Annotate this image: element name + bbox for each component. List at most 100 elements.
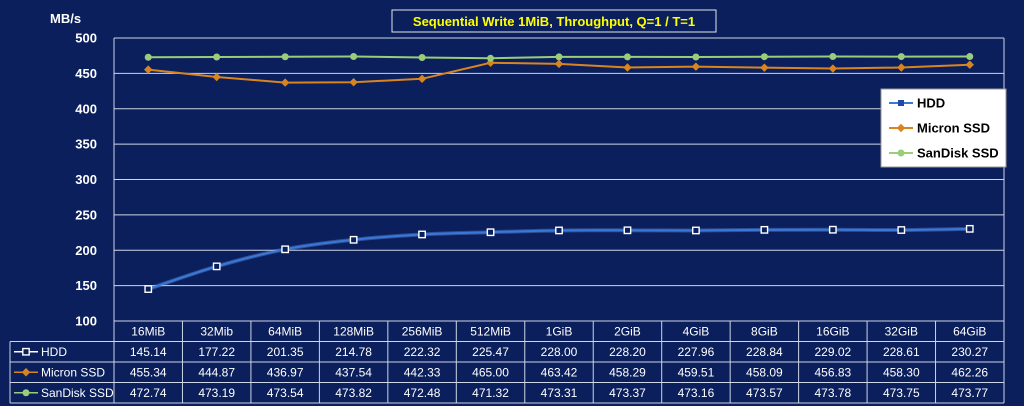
x-tick-label: 64MiB	[268, 325, 302, 339]
legend: HDD Micron SSD SanDisk SSD	[880, 88, 1007, 168]
x-tick-label: 64GiB	[953, 325, 986, 339]
table-row-label: Micron SSD	[41, 366, 105, 380]
data-point-sandisk-ssd	[623, 53, 631, 61]
table-cell-value: 458.29	[609, 366, 646, 380]
x-tick-label: 32Mib	[200, 325, 233, 339]
data-point-sandisk-ssd	[213, 53, 221, 61]
table-cell-value: 230.27	[951, 345, 988, 359]
x-tick-label: 4GiB	[683, 325, 710, 339]
data-point-micron-ssd	[349, 77, 358, 87]
data-point-sandisk-ssd	[897, 53, 905, 61]
y-tick-label: 350	[75, 137, 97, 152]
data-point-sandisk-ssd	[829, 53, 837, 61]
y-tick-label: 100	[75, 314, 97, 329]
table-cell-value: 465.00	[472, 366, 509, 380]
series-line-hdd	[147, 227, 970, 291]
table-cell-value: 436.97	[267, 366, 304, 380]
table-cell-value: 225.47	[472, 345, 509, 359]
table-cell-value: 228.00	[541, 345, 578, 359]
chart-title: Sequential Write 1MiB, Throughput, Q=1 /…	[413, 14, 695, 29]
table-cell-value: 229.02	[814, 345, 851, 359]
legend-marker-sandisk-ssd	[897, 149, 905, 157]
table-cell-value: 228.61	[883, 345, 920, 359]
data-point-sandisk-ssd	[487, 54, 495, 62]
table-cell-value: 471.32	[472, 386, 509, 400]
x-tick-label: 1GiB	[546, 325, 573, 339]
data-point-micron-ssd	[828, 64, 838, 73]
data-point-sandisk-ssd	[966, 53, 974, 61]
data-table: 16MiB 32Mib 64MiB 128MiB 256MiB 512MiB 1GiB 2Gi…	[9, 38, 1005, 404]
data-point-sandisk-ssd	[350, 53, 358, 61]
table-cell-value: 473.16	[678, 386, 715, 400]
table-row-label: HDD	[41, 345, 67, 359]
data-point-hdd	[828, 225, 837, 234]
table-row-label: SanDisk SSD	[41, 386, 114, 400]
legend-label-sandisk-ssd: SanDisk SSD	[917, 146, 999, 161]
y-tick-label: 200	[75, 243, 97, 258]
data-point-hdd	[349, 235, 358, 244]
data-point-hdd	[486, 228, 495, 237]
data-point-hdd	[144, 285, 153, 293]
row-key-marker	[21, 368, 31, 377]
row-key-marker	[22, 347, 30, 356]
series-hdd	[144, 224, 974, 293]
table-cell-value: 228.84	[746, 345, 783, 359]
table-cell-value: 473.31	[541, 386, 578, 400]
table-cell-value: 473.19	[198, 386, 235, 400]
data-point-sandisk-ssd	[555, 53, 563, 61]
data-point-micron-ssd	[965, 60, 974, 69]
data-point-micron-ssd	[417, 74, 427, 84]
data-point-hdd	[212, 262, 221, 271]
data-point-micron-ssd	[144, 65, 153, 74]
table-cell-value: 459.51	[678, 366, 715, 380]
table-cell-value: 456.83	[814, 366, 851, 380]
series-sandisk-ssd	[144, 53, 974, 62]
table-cell-value: 437.54	[335, 366, 372, 380]
data-point-micron-ssd	[623, 63, 632, 72]
x-tick-label: 32GiB	[885, 325, 918, 339]
series-line-glow	[147, 226, 970, 291]
data-point-micron-ssd	[212, 72, 221, 82]
chart-title-group: Sequential Write 1MiB, Throughput, Q=1 /…	[391, 9, 717, 33]
data-point-micron-ssd	[280, 78, 290, 87]
data-point-hdd	[692, 226, 700, 235]
data-point-sandisk-ssd	[692, 53, 700, 61]
x-tick-label: 8GiB	[751, 325, 778, 339]
data-point-hdd	[281, 245, 290, 254]
table-cell-value: 472.48	[404, 386, 441, 400]
table-cell-value: 455.34	[130, 366, 167, 380]
table-cell-value: 463.42	[541, 366, 578, 380]
y-tick-label: 400	[75, 101, 97, 116]
data-point-sandisk-ssd	[281, 53, 289, 61]
table-cell-value: 472.74	[130, 386, 167, 400]
data-point-micron-ssd	[554, 59, 564, 69]
x-tick-label: 256MiB	[402, 325, 443, 339]
table-cell-value: 473.37	[609, 386, 646, 400]
legend-label-hdd: HDD	[917, 96, 945, 111]
legend-marker-hdd	[898, 100, 904, 106]
data-point-hdd	[418, 230, 426, 239]
x-tick-label: 2GiB	[614, 325, 641, 339]
data-point-micron-ssd	[691, 62, 701, 71]
y-tick-label: 250	[75, 207, 97, 222]
table-cell-value: 458.30	[883, 366, 920, 380]
data-point-hdd	[623, 226, 632, 235]
table-cell-value: 442.33	[404, 366, 441, 380]
data-point-sandisk-ssd	[760, 53, 768, 61]
legend-marker-micron-ssd	[896, 123, 906, 133]
series-micron-ssd	[144, 58, 974, 87]
y-tick-label: 450	[75, 66, 97, 81]
data-point-hdd	[965, 224, 974, 233]
table-cell-value: 462.26	[951, 366, 988, 380]
x-tick-label: 128MiB	[333, 325, 374, 339]
table-cell-value: 228.20	[609, 345, 646, 359]
legend-label-micron-ssd: Micron SSD	[917, 121, 990, 136]
data-point-hdd	[897, 226, 906, 234]
y-tick-label: 300	[75, 172, 97, 187]
table-cell-value: 473.82	[335, 386, 372, 400]
data-point-micron-ssd	[760, 63, 769, 72]
table-cell-value: 473.78	[814, 386, 851, 400]
table-cell-value: 473.57	[746, 386, 783, 400]
